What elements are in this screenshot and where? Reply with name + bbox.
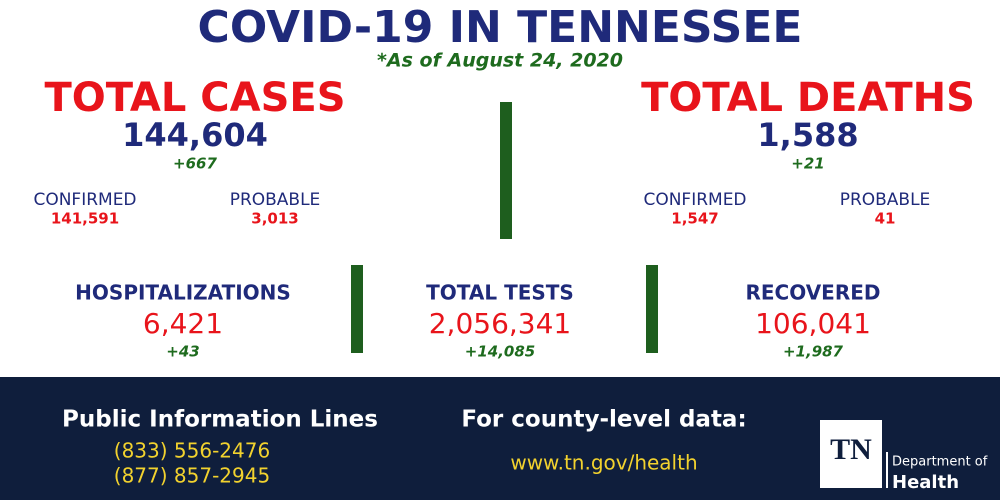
logo-mark: TN bbox=[830, 433, 872, 466]
cases-probable-label: PROBABLE bbox=[230, 190, 321, 210]
stat-change: +14,085 bbox=[465, 343, 535, 361]
divider bbox=[646, 265, 658, 353]
deaths-confirmed-value: 1,547 bbox=[671, 210, 718, 228]
logo-box bbox=[820, 420, 882, 488]
cases-value: 144,604 bbox=[122, 116, 268, 154]
cases-label: TOTAL CASES bbox=[44, 75, 345, 121]
stat-label: HOSPITALIZATIONS bbox=[75, 281, 291, 305]
phone: (833) 556-2476 bbox=[114, 439, 270, 463]
deaths-change: +21 bbox=[791, 155, 824, 173]
subtitle: *As of August 24, 2020 bbox=[377, 50, 623, 72]
stat-value: 106,041 bbox=[755, 307, 871, 340]
deaths-value: 1,588 bbox=[757, 116, 858, 154]
phone: (877) 857-2945 bbox=[114, 464, 270, 488]
divider bbox=[351, 265, 363, 353]
stat-change: +43 bbox=[166, 343, 199, 361]
cases-confirmed-value: 141,591 bbox=[51, 210, 119, 228]
logo-line1: Department of bbox=[892, 455, 988, 470]
cases-change: +667 bbox=[173, 155, 217, 173]
deaths-label: TOTAL DEATHS bbox=[641, 75, 975, 121]
logo-line2: Health bbox=[892, 472, 959, 493]
url[interactable]: www.tn.gov/health bbox=[510, 451, 697, 475]
deaths-probable-label: PROBABLE bbox=[840, 190, 931, 210]
county-title: For county-level data: bbox=[461, 407, 746, 433]
title: COVID-19 IN TENNESSEE bbox=[198, 2, 803, 53]
stat-value: 6,421 bbox=[143, 307, 223, 340]
deaths-confirmed-label: CONFIRMED bbox=[643, 190, 746, 210]
info-title: Public Information Lines bbox=[62, 407, 378, 433]
stat-change: +1,987 bbox=[783, 343, 844, 361]
deaths-probable-value: 41 bbox=[875, 210, 896, 228]
stat-label: RECOVERED bbox=[745, 281, 880, 305]
stat-label: TOTAL TESTS bbox=[426, 281, 574, 305]
cases-confirmed-label: CONFIRMED bbox=[33, 190, 136, 210]
divider bbox=[500, 102, 512, 239]
stat-value: 2,056,341 bbox=[429, 307, 572, 340]
logo-rule bbox=[886, 452, 888, 488]
cases-probable-value: 3,013 bbox=[251, 210, 298, 228]
